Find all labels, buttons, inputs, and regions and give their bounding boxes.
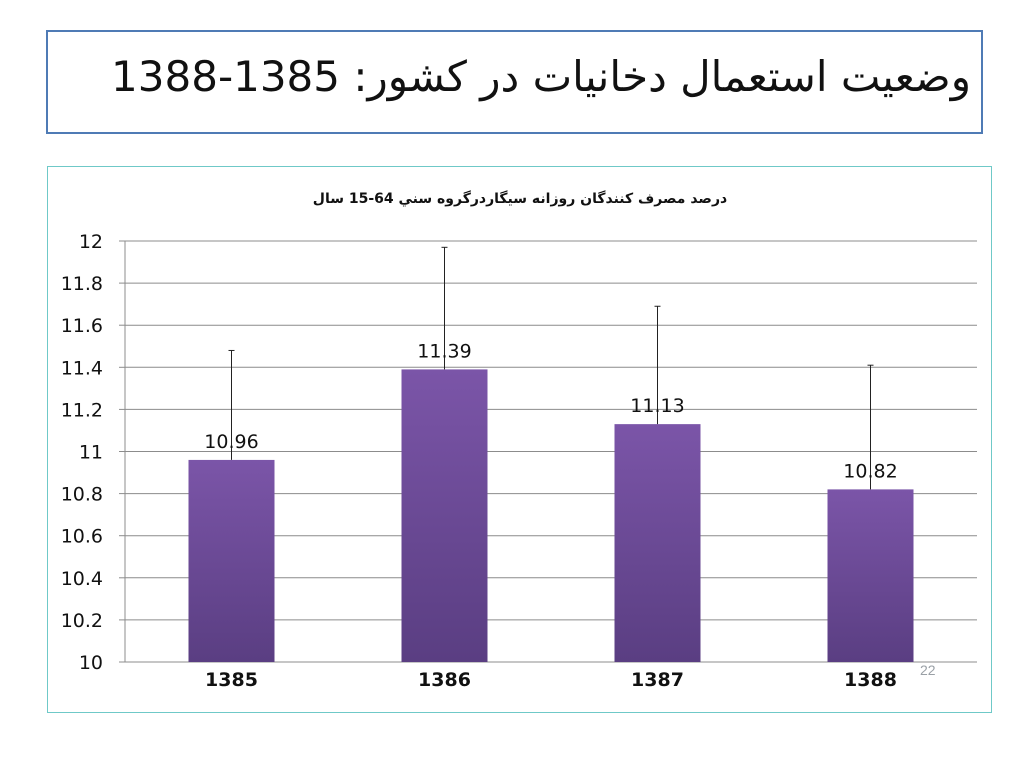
bar-1387 <box>614 424 701 662</box>
y-tick-label: 10.6 <box>61 526 103 548</box>
chart-title: درصد مصرف کنندگان روزانه سیگاردرگروه سني… <box>313 190 727 207</box>
y-tick-label: 10.2 <box>61 610 103 632</box>
y-tick-label: 10.8 <box>61 484 103 506</box>
x-tick-label: 1388 <box>844 669 897 691</box>
data-label: 11.39 <box>417 340 471 362</box>
x-tick-label: 1386 <box>418 669 471 691</box>
y-tick-label: 11.6 <box>61 315 103 337</box>
y-tick-label: 11.2 <box>61 399 103 421</box>
bar-1385 <box>188 459 275 662</box>
y-tick-label: 10.4 <box>61 568 103 590</box>
chart-container <box>47 166 992 713</box>
x-tick-label: 1385 <box>205 669 258 691</box>
data-label: 10.82 <box>843 460 897 482</box>
y-tick-label: 12 <box>79 231 103 253</box>
x-tick-label: 1387 <box>631 669 684 691</box>
y-tick-label: 11.4 <box>61 357 103 379</box>
y-tick-label: 11.8 <box>61 273 103 295</box>
bar-1388 <box>827 489 914 662</box>
title-box: وضعیت استعمال دخانیات در کشور: 1385-1388 <box>46 30 983 134</box>
bar-1386 <box>401 369 488 662</box>
page-number: 22 <box>920 662 936 678</box>
data-label: 11.13 <box>630 395 684 417</box>
slide-title: وضعیت استعمال دخانیات در کشور: 1385-1388 <box>111 52 971 101</box>
y-tick-label: 10 <box>79 652 103 674</box>
y-tick-label: 11 <box>79 442 103 464</box>
data-label: 10.96 <box>204 431 258 453</box>
